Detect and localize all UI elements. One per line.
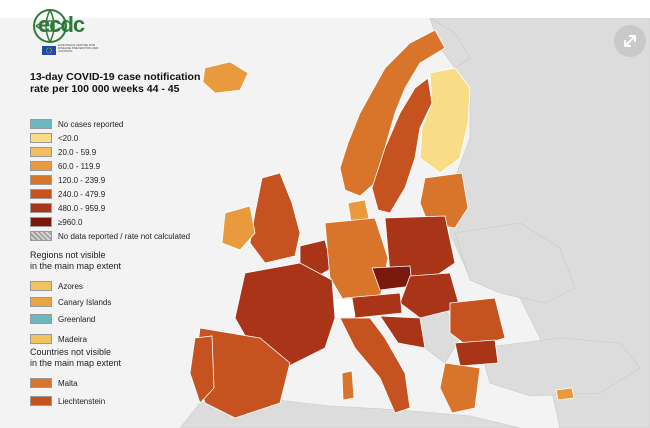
legend-item-no-cases: No cases reported <box>30 118 123 130</box>
legend-title-line2: rate per 100 000 weeks 44 - 45 <box>30 83 180 95</box>
legend-swatch <box>30 119 52 129</box>
legend-swatch <box>30 217 52 227</box>
legend-item-lt20: <20.0 <box>30 132 78 144</box>
region-item-canary-islands: Canary Islands <box>30 296 111 308</box>
legend-label: 240.0 - 479.9 <box>58 189 106 199</box>
legend-label: No data reported / rate not calculated <box>58 231 191 241</box>
legend-label: 60.0 - 119.9 <box>58 161 101 171</box>
region-swatch <box>30 334 52 344</box>
countries-title-line2: in the main map extent <box>30 358 122 368</box>
region-label: Greenland <box>58 314 96 324</box>
country-label: Malta <box>58 378 78 388</box>
legend-item-20-59: 20.0 - 59.9 <box>30 146 96 158</box>
legend-title: 13-day COVID-19 case notification rate p… <box>30 71 240 95</box>
legend-label: No cases reported <box>58 119 124 129</box>
region-swatch <box>30 314 52 324</box>
legend-label: 480.0 - 959.9 <box>58 203 106 213</box>
region-label: Azores <box>58 281 83 291</box>
country-swatch <box>30 396 52 406</box>
region-swatch <box>30 281 52 291</box>
expand-arrows-icon <box>624 35 636 47</box>
non-eu-land <box>179 18 650 428</box>
regions-section-title: Regions not visible in the main map exte… <box>30 250 230 272</box>
sweden <box>371 77 433 214</box>
legend-item-60-119: 60.0 - 119.9 <box>30 160 100 172</box>
legend-title-line1: 13-day COVID-19 case notification <box>30 71 201 83</box>
legend-item-120-239: 120.0 - 239.9 <box>30 174 105 186</box>
poland <box>384 215 456 281</box>
countries-section-title: Countries not visible in the main map ex… <box>30 347 230 369</box>
region-item-greenland: Greenland <box>30 313 95 325</box>
eu-countries <box>189 29 575 419</box>
legend-swatch-hatched <box>30 231 52 241</box>
uk <box>249 172 301 264</box>
greece <box>439 362 481 414</box>
slovenia-croatia <box>379 315 426 349</box>
legend-swatch <box>30 175 52 185</box>
expand-button[interactable] <box>614 25 646 57</box>
finland <box>419 67 471 174</box>
region-item-azores: Azores <box>30 280 83 292</box>
legend-item-no-data: No data reported / rate not calculated <box>30 230 190 242</box>
country-swatch <box>30 378 52 388</box>
legend-swatch <box>30 161 52 171</box>
countries-title-line1: Countries not visible <box>30 347 112 357</box>
region-label: Madeira <box>58 334 87 344</box>
bulgaria <box>454 339 499 367</box>
ireland <box>221 205 256 251</box>
regions-title-line2: in the main map extent <box>30 261 122 271</box>
region-label: Canary Islands <box>58 297 112 307</box>
legend-swatch <box>30 203 52 213</box>
iceland-land <box>202 61 249 94</box>
slovakia-hungary <box>399 272 461 319</box>
legend-label: 20.0 - 59.9 <box>58 147 97 157</box>
logo-subtext: EUROPEAN CENTRE FOR DISEASE PREVENTION A… <box>58 43 99 53</box>
legend-swatch <box>30 189 52 199</box>
regions-title-line1: Regions not visible <box>30 250 106 260</box>
region-item-madeira: Madeira <box>30 333 87 345</box>
map-frame[interactable] <box>0 18 650 428</box>
logo-text: ecdc <box>38 12 85 37</box>
legend-label: <20.0 <box>58 133 79 143</box>
map-canvas[interactable] <box>0 18 650 428</box>
norway <box>339 29 446 197</box>
turkey-land <box>479 337 641 397</box>
legend-label: ≥960.0 <box>58 217 83 227</box>
ukraine-land <box>454 222 576 304</box>
cyprus <box>555 387 575 401</box>
country-item-malta: Malta <box>30 377 78 389</box>
portugal <box>189 335 215 404</box>
region-swatch <box>30 297 52 307</box>
sardinia <box>341 370 355 401</box>
eu-flag-icon <box>42 46 56 55</box>
country-item-liechtenstein: Liechtenstein <box>30 395 105 407</box>
legend-label: 120.0 - 239.9 <box>58 175 106 185</box>
legend-swatch <box>30 147 52 157</box>
germany <box>324 217 389 304</box>
italy <box>339 317 411 414</box>
ecdc-logo: ecdc EUROPEAN CENTRE FOR DISEASE PREVENT… <box>30 6 100 58</box>
legend-item-ge960: ≥960.0 <box>30 216 82 228</box>
country-label: Liechtenstein <box>58 396 106 406</box>
legend-item-480-959: 480.0 - 959.9 <box>30 202 105 214</box>
globe-icon <box>33 9 67 43</box>
estonia-latvia-lithuania <box>419 172 469 229</box>
legend-item-240-479: 240.0 - 479.9 <box>30 188 105 200</box>
legend-swatch <box>30 133 52 143</box>
